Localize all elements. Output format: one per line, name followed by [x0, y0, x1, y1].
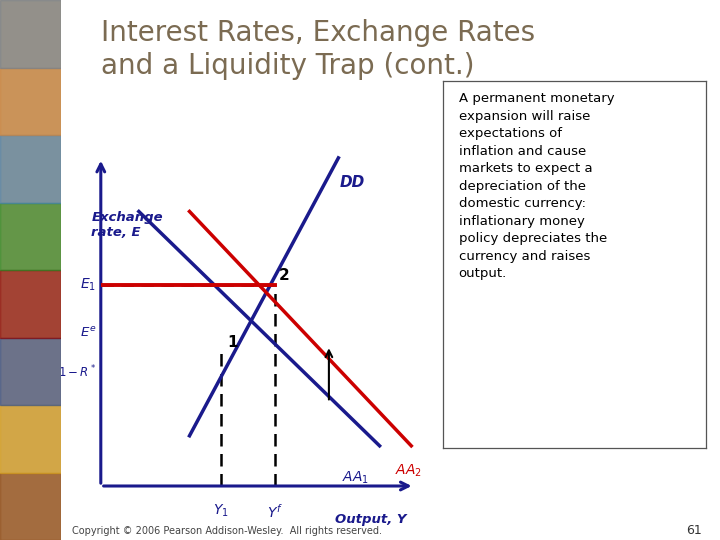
- Text: $Y^f$: $Y^f$: [267, 503, 283, 521]
- Bar: [0, 405, 61, 472]
- Bar: [0, 0, 61, 68]
- Text: Output, Y: Output, Y: [336, 513, 407, 526]
- Text: Interest Rates, Exchange Rates
and a Liquidity Trap (cont.): Interest Rates, Exchange Rates and a Liq…: [101, 19, 535, 80]
- Text: $1 - R^*$: $1 - R^*$: [58, 364, 96, 380]
- Text: Copyright © 2006 Pearson Addison-Wesley.  All rights reserved.: Copyright © 2006 Pearson Addison-Wesley.…: [72, 525, 382, 536]
- Bar: [0, 270, 61, 338]
- Bar: [0, 338, 61, 405]
- Bar: [0, 202, 61, 270]
- Text: $AA_1$: $AA_1$: [341, 469, 369, 485]
- Text: 2: 2: [279, 268, 289, 283]
- Bar: [0, 472, 61, 540]
- Text: $E^e$: $E^e$: [79, 326, 96, 340]
- Text: A permanent monetary
expansion will raise
expectations of
inflation and cause
ma: A permanent monetary expansion will rais…: [459, 92, 614, 280]
- Bar: [0, 68, 61, 135]
- Text: $E_1$: $E_1$: [80, 277, 96, 293]
- Bar: [0, 135, 61, 202]
- Text: $AA_2$: $AA_2$: [395, 463, 423, 479]
- Text: $Y_1$: $Y_1$: [213, 503, 229, 519]
- Text: Exchange
rate, E: Exchange rate, E: [91, 212, 163, 239]
- Text: DD: DD: [340, 174, 365, 190]
- Text: 61: 61: [686, 523, 702, 537]
- Text: 1: 1: [228, 335, 238, 350]
